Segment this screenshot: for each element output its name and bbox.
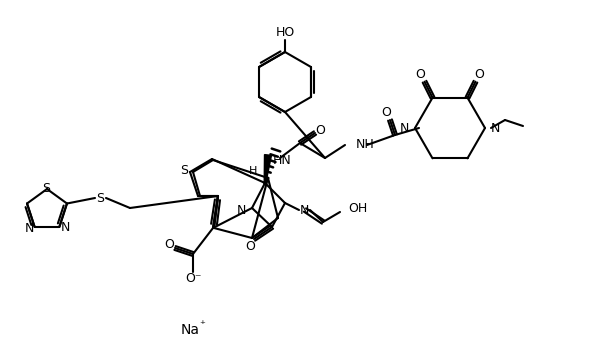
Text: O: O	[415, 68, 426, 81]
Text: N: N	[61, 222, 70, 235]
Text: ⁺: ⁺	[199, 320, 205, 330]
Text: H: H	[249, 166, 257, 176]
Text: O: O	[164, 239, 174, 252]
Text: O: O	[245, 239, 255, 252]
Text: N: N	[491, 122, 501, 135]
Text: S: S	[42, 182, 50, 195]
Text: N: N	[25, 222, 34, 235]
Text: O⁻: O⁻	[186, 273, 203, 286]
Text: S: S	[96, 191, 104, 204]
Text: N: N	[237, 204, 246, 217]
Text: OH: OH	[348, 203, 367, 216]
Text: S: S	[180, 164, 188, 177]
Polygon shape	[264, 155, 272, 183]
Text: Na: Na	[180, 323, 200, 337]
Text: N: N	[299, 204, 309, 217]
Text: O: O	[315, 123, 325, 136]
Text: NH: NH	[356, 138, 375, 151]
Text: O: O	[475, 68, 484, 81]
Text: N: N	[400, 122, 409, 135]
Text: O: O	[381, 106, 391, 119]
Text: HN: HN	[273, 153, 291, 166]
Text: HO: HO	[275, 26, 294, 39]
